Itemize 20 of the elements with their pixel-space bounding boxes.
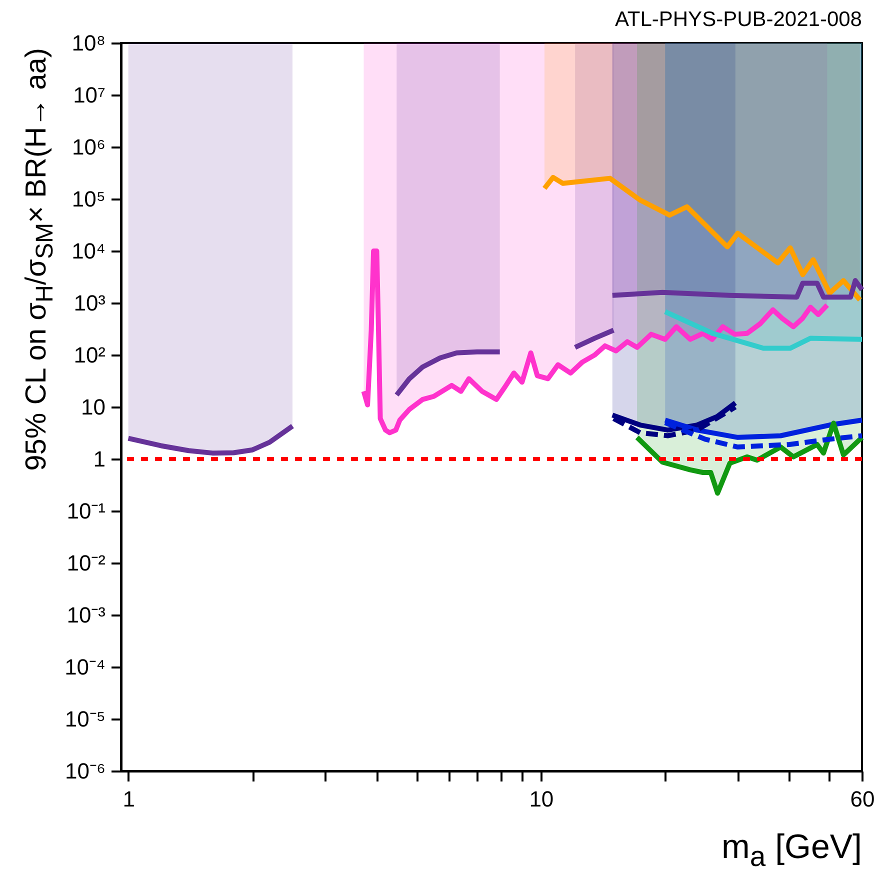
y-tick-label: 10⁻⁶ [64,758,106,784]
y-tick-label: 10⁸ [72,30,106,56]
x-tick-label: 1 [122,786,135,812]
x-tick-label: 60 [850,786,875,812]
y-tick-label: 1 [93,446,106,472]
y-tick-label: 10⁻⁵ [64,706,106,732]
x-axis-title: m$_{a}$ [GeV] [722,828,862,873]
y-tick-label: 10⁻² [66,550,106,576]
y-tick-label: 10⁻³ [66,602,106,628]
y-tick-label: 10 [81,394,106,420]
x-tick-label: 10 [529,786,554,812]
y-tick-label: 10⁷ [73,82,106,108]
y-tick-label: 10⁵ [72,186,106,212]
y-tick-label: 10⁻¹ [66,498,106,524]
y-tick-label: 10⁴ [72,238,106,264]
y-tick-label: 10² [74,342,106,368]
y-tick-label: 10⁻⁴ [64,654,106,680]
document-id: ATL-PHYS-PUB-2021-008 [614,8,862,32]
y-tick-label: 10⁶ [72,134,106,160]
y-tick-label: 10³ [74,290,106,316]
